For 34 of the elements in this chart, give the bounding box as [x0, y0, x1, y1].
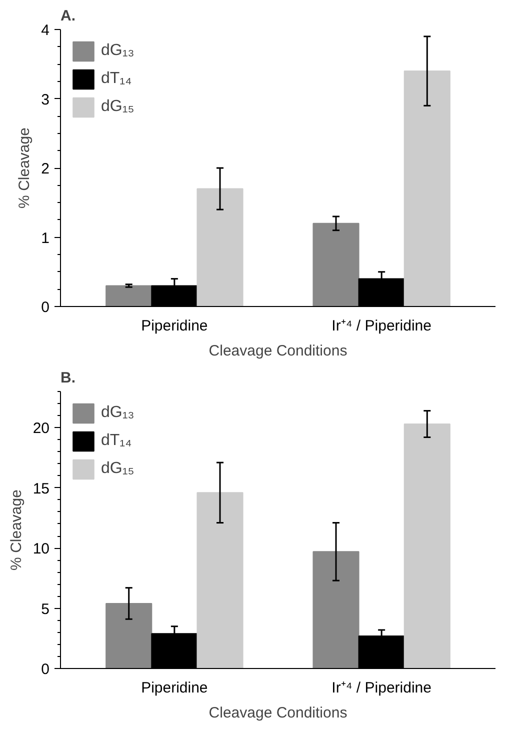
y-tick-label: 15	[32, 480, 50, 498]
x-tick-label: Piperidine	[141, 680, 208, 696]
x-tick-label: Ir⁺⁴ / Piperidine	[332, 318, 432, 334]
legend-label: dT₁₄	[101, 432, 132, 450]
x-tick-label: Piperidine	[141, 318, 208, 334]
legend-label: dG₁₅	[101, 460, 134, 478]
chart-title: B.	[60, 370, 76, 386]
y-tick-label: 3	[41, 91, 50, 108]
bar	[196, 492, 244, 668]
bar	[196, 188, 244, 306]
bar	[106, 285, 152, 306]
y-tick-label: 0	[41, 661, 50, 678]
legend-label: dT₁₄	[101, 70, 132, 88]
x-axis-title: Cleavage Conditions	[208, 342, 348, 360]
bar	[404, 70, 450, 306]
y-tick-label: 2	[41, 160, 50, 178]
y-tick-label: 4	[41, 22, 50, 39]
y-tick-label: 10	[32, 540, 50, 558]
y-tick-label: 5	[41, 600, 50, 618]
legend-label: dG₁₃	[101, 42, 134, 60]
bar	[404, 424, 450, 668]
bar	[312, 222, 360, 306]
x-axis-title: Cleavage Conditions	[208, 704, 348, 722]
chart-title: A.	[60, 8, 76, 24]
bar	[106, 602, 152, 668]
y-axis-title: % Cleavage	[16, 128, 34, 208]
legend-label: dG₁₃	[101, 404, 134, 422]
y-tick-label: 1	[41, 230, 50, 247]
y-tick-label: 20	[32, 420, 50, 438]
x-tick-label: Ir⁺⁴ / Piperidine	[332, 680, 432, 696]
y-tick-label: 0	[41, 299, 50, 316]
legend-label: dG₁₅	[101, 98, 134, 116]
bar	[312, 551, 360, 668]
y-axis-title: % Cleavage	[8, 490, 25, 570]
